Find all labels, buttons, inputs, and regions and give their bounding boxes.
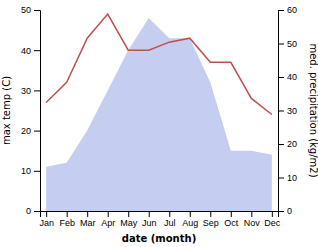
x-tick-label: May bbox=[120, 218, 138, 228]
y2-tick: 50 bbox=[278, 39, 297, 49]
y-tick: 50 bbox=[21, 5, 40, 15]
y2-tick-label: 50 bbox=[287, 39, 297, 49]
tick-mark bbox=[278, 10, 284, 11]
y2-tick-label: 10 bbox=[287, 173, 297, 183]
x-tick-label: Jul bbox=[164, 218, 176, 228]
y2-tick-label: 60 bbox=[287, 5, 297, 15]
y2-axis: 0 10 20 30 40 50 60 bbox=[278, 5, 297, 216]
x-tick: Aug bbox=[182, 211, 198, 228]
x-tick: Jan bbox=[39, 211, 54, 228]
marks bbox=[46, 14, 272, 211]
axis-line bbox=[279, 11, 285, 212]
tick-mark bbox=[278, 178, 284, 179]
x-tick: Oct bbox=[224, 211, 239, 228]
x-tick: Feb bbox=[59, 211, 75, 228]
plot-area: Jan Feb Mar Apr May Jun Jul Aug Sep Oct NovDec 0 10 2… bbox=[21, 5, 297, 228]
y2-tick-label: 0 bbox=[287, 206, 292, 216]
x-axis: Jan Feb Mar Apr May Jun Jul Aug Sep Oct NovDec bbox=[39, 211, 280, 228]
y2-tick: 30 bbox=[278, 106, 297, 116]
x-tick-label: Sep bbox=[203, 218, 219, 228]
y-tick: 20 bbox=[21, 126, 40, 136]
tick-mark bbox=[34, 50, 40, 51]
y2-tick: 10 bbox=[278, 173, 297, 183]
x-tick-label: Aug bbox=[182, 218, 198, 228]
tick-mark bbox=[34, 131, 40, 132]
x-tick-label: Nov bbox=[244, 218, 261, 228]
x-tick-label: Dec bbox=[264, 218, 281, 228]
y-tick-label: 0 bbox=[26, 206, 31, 216]
y-tick: 30 bbox=[21, 86, 40, 96]
tick-mark bbox=[278, 111, 284, 112]
y2-tick-label: 30 bbox=[287, 106, 297, 116]
y-tick-label: 30 bbox=[21, 86, 31, 96]
x-tick: Apr bbox=[101, 211, 115, 228]
x-tick: Jun bbox=[142, 211, 157, 228]
tick-mark bbox=[278, 144, 284, 145]
axis-line bbox=[41, 212, 279, 218]
x-tick-label: Jun bbox=[142, 218, 157, 228]
x-tick: Jul bbox=[164, 211, 176, 228]
y2-tick-label: 20 bbox=[287, 139, 297, 149]
tick-mark bbox=[128, 211, 129, 217]
x-axis-title: date (month) bbox=[122, 233, 196, 244]
x-tick-label: Jan bbox=[39, 218, 54, 228]
tick-mark bbox=[34, 10, 40, 11]
tick-mark bbox=[210, 211, 211, 217]
tick-mark bbox=[190, 211, 191, 217]
y2-tick: 40 bbox=[278, 72, 297, 82]
tick-mark bbox=[46, 211, 47, 217]
y-tick-label: 50 bbox=[21, 5, 31, 15]
tick-mark bbox=[108, 211, 109, 217]
tick-mark bbox=[272, 211, 273, 217]
x-tick: Dec bbox=[264, 211, 281, 228]
y-tick: 0 bbox=[26, 206, 40, 216]
tick-mark bbox=[278, 44, 284, 45]
tick-mark bbox=[251, 211, 252, 217]
x-tick: Nov bbox=[244, 211, 261, 228]
tick-mark bbox=[87, 211, 88, 217]
y-tick: 10 bbox=[21, 166, 40, 176]
y2-tick: 60 bbox=[278, 5, 297, 15]
tick-mark bbox=[278, 77, 284, 78]
y-tick: 40 bbox=[21, 46, 40, 56]
y2-tick: 20 bbox=[278, 139, 297, 149]
axis-line bbox=[34, 11, 41, 212]
tick-mark bbox=[231, 211, 232, 217]
x-tick-label: Oct bbox=[224, 218, 239, 228]
x-tick-label: Mar bbox=[80, 218, 96, 228]
tick-mark bbox=[278, 211, 284, 212]
x-tick-label: Feb bbox=[59, 218, 75, 228]
y-tick-label: 20 bbox=[21, 126, 31, 136]
x-tick: Sep bbox=[203, 211, 219, 228]
y2-tick: 0 bbox=[278, 206, 292, 216]
y-tick-label: 10 bbox=[21, 166, 31, 176]
y-axis-title: max temp (C) bbox=[1, 76, 12, 145]
tick-mark bbox=[67, 211, 68, 217]
x-tick-label: Apr bbox=[101, 218, 115, 228]
y2-tick-label: 40 bbox=[287, 72, 297, 82]
y-tick-label: 40 bbox=[21, 46, 31, 56]
tick-mark bbox=[34, 90, 40, 91]
x-tick: May bbox=[120, 211, 138, 228]
tick-mark bbox=[169, 211, 170, 217]
tick-mark bbox=[149, 211, 150, 217]
tick-mark bbox=[34, 171, 40, 172]
chart: Jan Feb Mar Apr May Jun Jul Aug Sep Oct NovDec 0 10 2… bbox=[0, 0, 318, 247]
y2-axis-title: med. precipitation (kg/m2) bbox=[308, 43, 318, 177]
x-tick: Mar bbox=[80, 211, 96, 228]
tick-mark bbox=[34, 211, 40, 212]
y-axis: 0 10 20 30 40 50 bbox=[21, 5, 41, 216]
line bbox=[46, 14, 272, 115]
